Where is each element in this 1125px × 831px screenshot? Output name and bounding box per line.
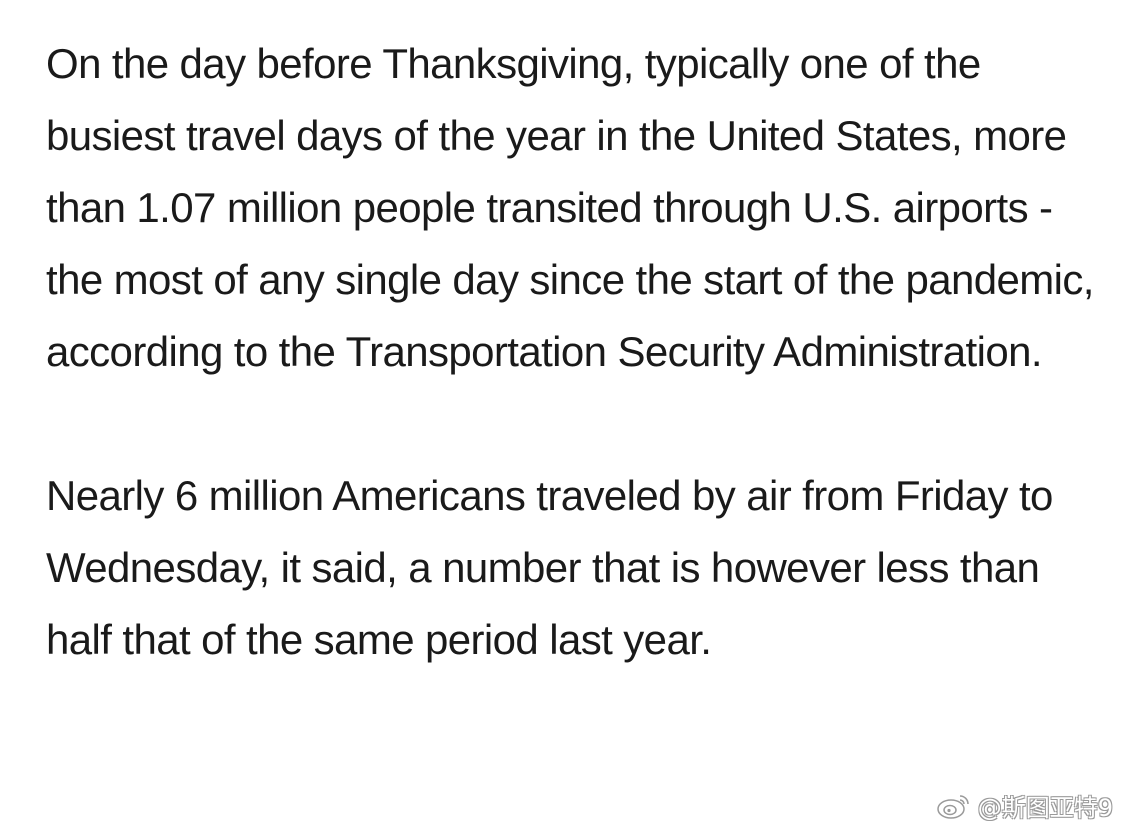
watermark-handle: @斯图亚特9 bbox=[977, 794, 1113, 822]
watermark: @斯图亚特9 bbox=[936, 788, 1113, 823]
paragraph-2: Nearly 6 million Americans traveled by a… bbox=[46, 472, 1053, 663]
weibo-logo-icon bbox=[936, 792, 972, 820]
article-body: On the day before Thanksgiving, typicall… bbox=[46, 28, 1096, 676]
paragraph-1: On the day before Thanksgiving, typicall… bbox=[46, 40, 1094, 375]
